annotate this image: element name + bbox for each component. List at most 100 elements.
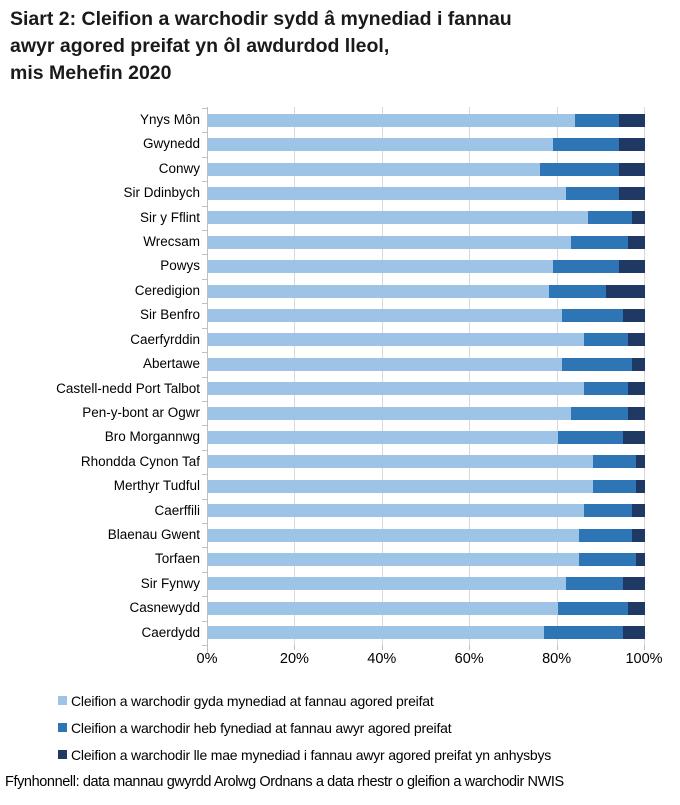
- y-axis-tick: [202, 132, 207, 134]
- category-label: Ynys Môn: [139, 112, 200, 127]
- bar-row: [208, 504, 645, 518]
- y-axis-tick: [202, 181, 207, 183]
- category-label: Torfaen: [154, 551, 200, 567]
- source-note: Ffynhonnell: data mannau gwyrdd Arolwg O…: [5, 774, 564, 790]
- bar-row: [208, 308, 645, 322]
- x-axis-tick: [556, 645, 558, 650]
- bar-row: [208, 382, 645, 396]
- bar-segment-unknown: [623, 431, 645, 445]
- x-axis-tick-label: 100%: [625, 651, 663, 667]
- y-axis-tick: [202, 400, 207, 402]
- bar-segment-no-access: [588, 211, 632, 225]
- y-axis-tick: [202, 522, 207, 524]
- bar-segment-no-access: [583, 382, 628, 396]
- bar-segment-with-access: [208, 260, 554, 274]
- bar-segment-with-access: [208, 235, 571, 249]
- x-axis-tick-label: 20%: [279, 651, 309, 667]
- category-label: Caerdydd: [141, 624, 200, 640]
- category-label: Sir Benfro: [139, 307, 200, 323]
- bar-segment-no-access: [566, 186, 619, 200]
- y-axis-tick: [202, 620, 207, 622]
- bar-row: [208, 186, 645, 200]
- legend-label-unknown: Cleifion a warchodir lle mae mynediad i …: [71, 746, 552, 763]
- bar-segment-unknown: [627, 333, 645, 347]
- gridline-20: [294, 107, 296, 646]
- y-axis-tick: [202, 449, 207, 451]
- y-axis-tick: [202, 596, 207, 598]
- bar-segment-unknown: [618, 186, 645, 200]
- bar-segment-with-access: [208, 601, 558, 615]
- bar-segment-no-access: [579, 553, 637, 567]
- category-label: Wrecsam: [143, 234, 200, 250]
- bar-row: [208, 455, 645, 469]
- legend-label-with-access: Cleifion a warchodir gyda mynediad at fa…: [71, 692, 434, 709]
- y-axis-tick: [202, 352, 207, 354]
- y-axis-tick: [202, 278, 207, 280]
- bar-segment-no-access: [540, 162, 619, 176]
- gridline-40: [381, 107, 383, 646]
- legend-swatch-with-access: [58, 696, 67, 705]
- bar-segment-unknown: [623, 626, 645, 640]
- bar-segment-with-access: [208, 138, 554, 152]
- plot-area: 0% 20% 40% 60% 80% 100% Ynys Môn Gwynedd Conwy Si…: [0, 107, 680, 667]
- legend-swatch-no-access: [58, 723, 67, 732]
- bar-segment-no-access: [570, 235, 628, 249]
- bar-segment-unknown: [631, 211, 645, 225]
- y-axis-tick: [202, 474, 207, 476]
- category-label: Pen-y-bont ar Ogwr: [82, 404, 200, 420]
- bar-row: [208, 528, 645, 542]
- bar-row: [208, 260, 645, 274]
- bar-row: [208, 235, 645, 249]
- x-axis-tick: [644, 645, 645, 650]
- x-axis-tick: [207, 645, 208, 650]
- x-axis-tick: [469, 645, 471, 650]
- bar-segment-unknown: [623, 308, 645, 322]
- bar-segment-unknown: [618, 138, 645, 152]
- bar-segment-unknown: [623, 577, 645, 591]
- bar-segment-unknown: [636, 455, 645, 469]
- bar-segment-unknown: [636, 479, 645, 493]
- category-label: Caerffili: [154, 502, 200, 518]
- y-axis-tick: [202, 303, 207, 305]
- x-axis-tick-label: 40%: [367, 651, 397, 667]
- bar-segment-with-access: [208, 113, 576, 127]
- bar-segment-no-access: [544, 626, 624, 640]
- bar-segment-with-access: [208, 455, 593, 469]
- bar-row: [208, 138, 645, 152]
- y-axis-tick: [202, 254, 207, 256]
- bar-segment-with-access: [208, 406, 571, 420]
- bar-segment-with-access: [208, 553, 580, 567]
- y-axis-tick: [202, 108, 207, 109]
- bar-row: [208, 577, 645, 591]
- bar-row: [208, 333, 645, 347]
- x-axis-tick: [294, 645, 296, 650]
- bar-segment-no-access: [553, 138, 619, 152]
- bar-segment-with-access: [208, 186, 567, 200]
- bar-segment-unknown: [627, 406, 645, 420]
- bar-row: [208, 431, 645, 445]
- chart-title-line3: mis Mehefin 2020: [10, 62, 172, 84]
- category-label: Rhondda Cynon Taf: [80, 453, 200, 469]
- bar-segment-no-access: [583, 504, 632, 518]
- category-label: Gwynedd: [142, 136, 200, 152]
- legend-item: Cleifion a warchodir gyda mynediad at fa…: [58, 687, 678, 714]
- bar-row: [208, 626, 645, 640]
- category-label: Casnewydd: [129, 600, 200, 616]
- category-label: Bro Morgannwg: [104, 429, 200, 445]
- bar-segment-with-access: [208, 333, 584, 347]
- bar-segment-no-access: [592, 479, 637, 493]
- bar-row: [208, 406, 645, 420]
- bar-segment-with-access: [208, 431, 558, 445]
- bar-segment-unknown: [631, 504, 645, 518]
- bar-row: [208, 553, 645, 567]
- category-label: Powys: [160, 258, 200, 274]
- bar-segment-unknown: [618, 162, 645, 176]
- legend-swatch-unknown: [58, 750, 67, 759]
- gridline-60: [469, 107, 471, 646]
- y-axis-tick: [202, 205, 207, 207]
- bar-segment-with-access: [208, 357, 562, 371]
- bar-segment-no-access: [561, 357, 632, 371]
- bar-segment-with-access: [208, 308, 562, 322]
- bar-row: [208, 479, 645, 493]
- legend-item: Cleifion a warchodir lle mae mynediad i …: [58, 741, 678, 768]
